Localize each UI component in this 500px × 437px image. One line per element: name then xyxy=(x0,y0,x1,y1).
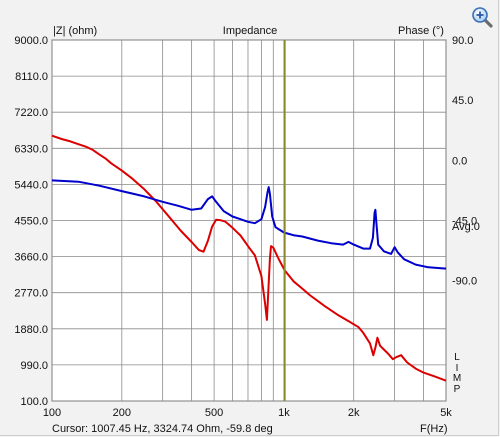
left-tick-label: 2770.0 xyxy=(14,288,48,300)
x-axis-ticks: 100 200 500 1k 2k 5k xyxy=(43,407,452,419)
x-tick-label: 1k xyxy=(278,407,290,419)
trace-letter-m[interactable]: M xyxy=(452,373,462,384)
series-group xyxy=(51,134,447,382)
x-tick-label: 500 xyxy=(205,407,223,419)
trace-letters: L I M P xyxy=(452,352,462,395)
right-tick-label: 45.0 xyxy=(452,95,473,107)
left-tick-label: 5440.0 xyxy=(14,179,48,191)
trace-letter-p[interactable]: P xyxy=(453,383,461,395)
left-tick-label: 3660.0 xyxy=(14,252,48,264)
left-tick-label: 9000.0 xyxy=(14,35,48,47)
phase-series-line xyxy=(51,179,447,270)
impedance-series-line xyxy=(51,134,447,382)
right-tick-label: -90.0 xyxy=(452,276,477,288)
x-tick-label: 5k xyxy=(440,407,452,419)
trace-letter-i[interactable]: I xyxy=(455,362,459,374)
right-axis-ticks: 90.0 45.0 0.0 -45.0 -90.0 xyxy=(452,35,477,288)
left-axis-label: |Z| (ohm) xyxy=(53,25,97,37)
x-tick-label: 100 xyxy=(43,407,61,419)
zoom-in-magnifier-icon[interactable] xyxy=(471,6,493,28)
x-tick-label: 2k xyxy=(348,407,360,419)
chart-title: Impedance xyxy=(223,25,277,37)
left-tick-label: 100.0 xyxy=(20,396,48,408)
left-tick-label: 1880.0 xyxy=(14,324,48,336)
left-tick-label: 4550.0 xyxy=(14,216,48,228)
left-axis-ticks: 9000.0 8110.0 7220.0 6330.0 5440.0 4550.0 3660… xyxy=(14,35,48,408)
left-tick-label: 8110.0 xyxy=(15,71,48,83)
x-axis-label: F(Hz) xyxy=(420,423,448,435)
left-tick-label: 6330.0 xyxy=(14,143,48,155)
right-tick-label: 0.0 xyxy=(452,155,467,167)
left-tick-label: 990.0 xyxy=(20,360,48,372)
right-tick-label: 90.0 xyxy=(452,35,473,47)
cursor-readout: Cursor: 1007.45 Hz, 3324.74 Ohm, -59.8 d… xyxy=(52,423,273,435)
x-tick-label: 200 xyxy=(113,407,131,419)
right-axis-label: Phase (°) xyxy=(398,25,444,37)
avg-label: Avg:0 xyxy=(452,221,480,233)
right-tick-label: -45.0 xyxy=(452,216,477,228)
left-tick-label: 7220.0 xyxy=(14,107,48,119)
grid-horizontal xyxy=(52,39,446,402)
trace-letter-l[interactable]: L xyxy=(454,352,460,363)
